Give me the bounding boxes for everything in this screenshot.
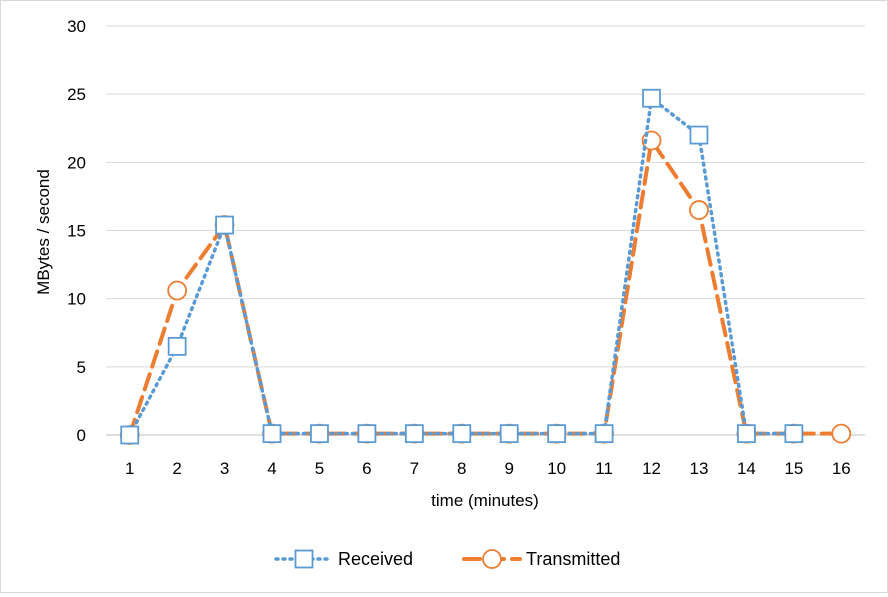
legend-label: Received (338, 549, 413, 569)
x-tick-label: 12 (642, 459, 661, 478)
received-point (452, 424, 472, 444)
x-tick-label: 14 (737, 459, 756, 478)
series-received (120, 88, 804, 445)
legend-item-transmitted: Transmitted (462, 549, 620, 569)
received-point (357, 424, 377, 444)
y-axis-title: MBytes / second (34, 169, 53, 295)
y-tick-label: 20 (67, 153, 86, 172)
x-tick-label: 10 (547, 459, 566, 478)
legend: Received Transmitted (274, 549, 620, 569)
y-tick-label: 15 (67, 222, 86, 241)
received-point (737, 424, 756, 444)
received-point (120, 425, 140, 445)
x-tick-label: 13 (690, 459, 709, 478)
series-layer (119, 88, 852, 445)
received-point (594, 424, 614, 444)
y-tick-label: 25 (67, 85, 86, 104)
received-point (215, 215, 234, 235)
y-tick-label: 30 (67, 17, 86, 36)
legend-label: Transmitted (526, 549, 620, 569)
received-point (262, 424, 282, 444)
received-point (784, 424, 804, 444)
legend-swatch-marker (482, 549, 502, 569)
x-tick-label: 4 (267, 459, 276, 478)
legend-item-received: Received (274, 549, 413, 569)
received-line (127, 96, 796, 437)
transmitted-line (127, 138, 844, 437)
y-tick-label: 10 (67, 290, 86, 309)
x-tick-label: 8 (457, 459, 466, 478)
received-point (310, 424, 329, 444)
x-tick-label: 1 (125, 459, 134, 478)
x-tick-label: 7 (410, 459, 419, 478)
x-tick-label: 6 (362, 459, 371, 478)
x-tick-label: 9 (504, 459, 513, 478)
received-point (689, 125, 709, 145)
y-tick-label: 5 (77, 358, 86, 377)
x-tick-label: 3 (220, 459, 229, 478)
received-point (167, 336, 187, 356)
received-point (547, 424, 567, 444)
x-tick-label: 2 (172, 459, 181, 478)
x-tick-label: 16 (832, 459, 851, 478)
x-tick-label: 15 (784, 459, 803, 478)
received-point (499, 424, 519, 444)
x-tick-label: 5 (315, 459, 324, 478)
transmitted-point (167, 280, 188, 301)
legend-swatch-marker (294, 549, 314, 569)
received-point (404, 424, 424, 444)
transmitted-point (831, 423, 852, 444)
received-point (642, 88, 661, 108)
x-axis-title: time (minutes) (431, 491, 539, 510)
x-tick-label: 11 (595, 459, 613, 478)
transmitted-point (689, 200, 709, 220)
y-axis-ticks: 0 5 10 15 20 25 30 (67, 17, 86, 445)
y-tick-label: 0 (77, 426, 86, 445)
x-axis-ticks: 1 2 3 4 5 6 7 8 9 10 11 12 13 14 15 16 (125, 459, 851, 478)
